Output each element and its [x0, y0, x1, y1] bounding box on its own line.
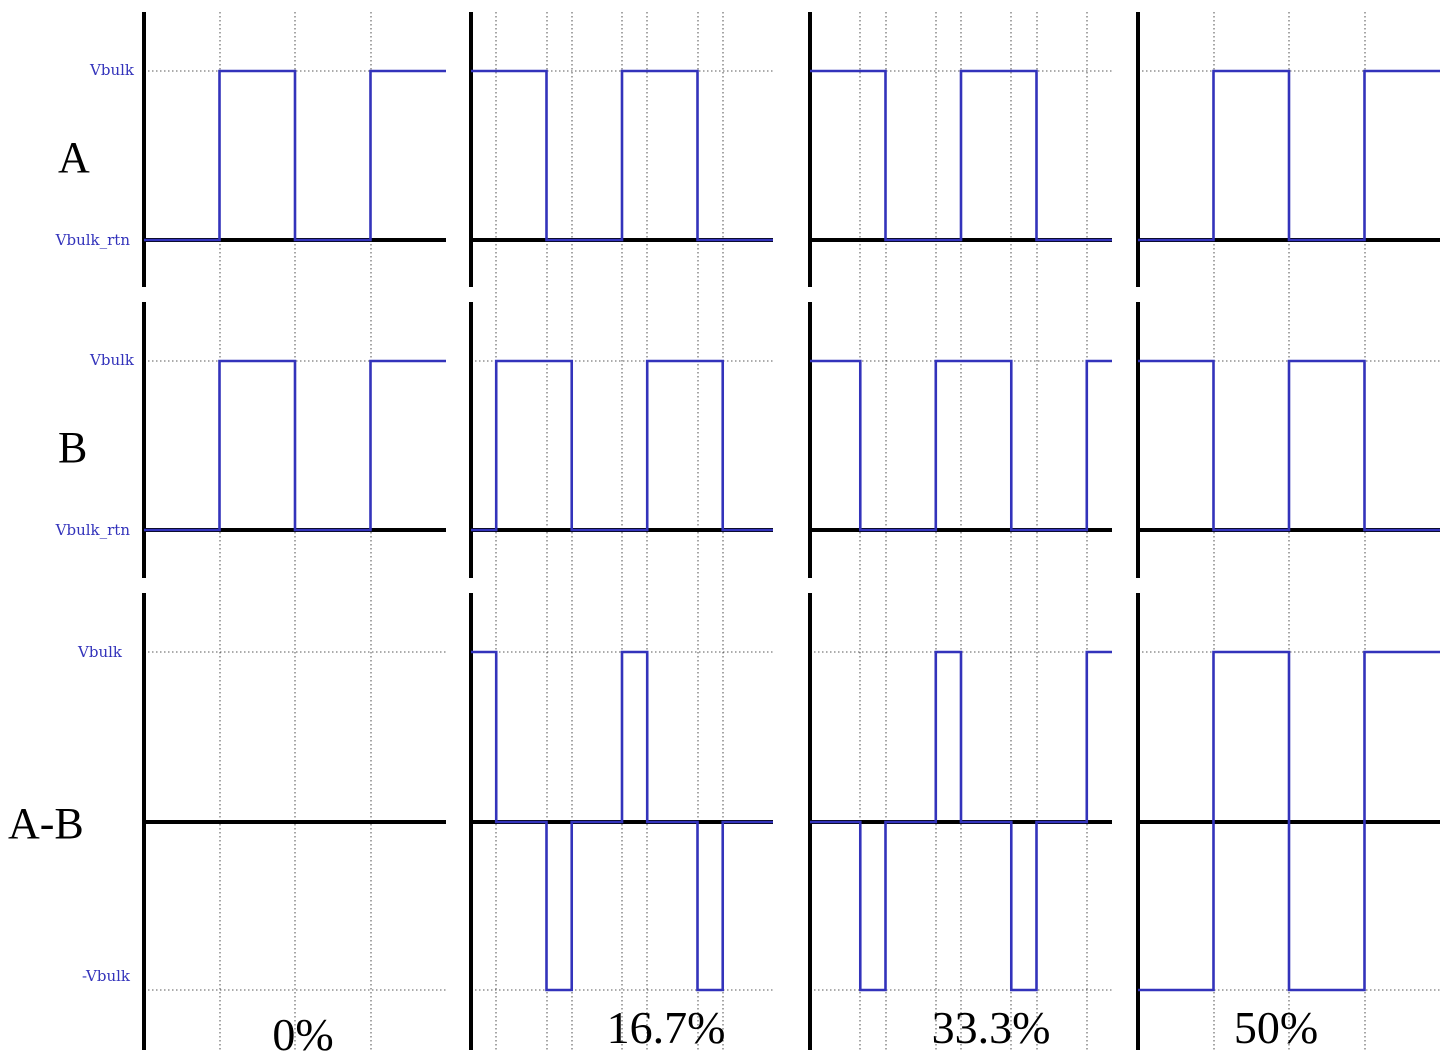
waveform-trace	[1138, 359, 1440, 532]
row-label-a-minus-b: A-B	[8, 799, 84, 848]
waveform-trace	[810, 650, 1112, 992]
waveform-trace	[810, 69, 1112, 242]
column-label-0: 0%	[272, 1009, 333, 1052]
column-label-3: 50%	[1234, 1002, 1318, 1052]
level-label-a-low: Vbulk_rtn	[55, 231, 131, 249]
waveform-trace	[471, 359, 773, 532]
waveform-trace	[1138, 69, 1440, 242]
wave-layer	[144, 69, 1440, 992]
row-label-a: A	[58, 133, 90, 182]
level-label-b-low: Vbulk_rtn	[55, 521, 131, 539]
column-label-2: 33.3%	[932, 1002, 1051, 1052]
waveform-trace	[1138, 650, 1440, 992]
level-label-a-high: Vbulk	[89, 61, 135, 79]
level-label-ab-low: -Vbulk	[82, 967, 131, 985]
level-label-ab-high: Vbulk	[77, 643, 123, 661]
waveform-trace	[810, 359, 1112, 532]
waveform-trace	[471, 69, 773, 242]
waveform-trace	[144, 69, 446, 242]
row-label-b: B	[58, 423, 87, 472]
level-label-b-high: Vbulk	[89, 351, 135, 369]
waveform-trace	[144, 359, 446, 532]
column-label-1: 16.7%	[607, 1002, 726, 1052]
waveform-trace	[471, 650, 773, 992]
